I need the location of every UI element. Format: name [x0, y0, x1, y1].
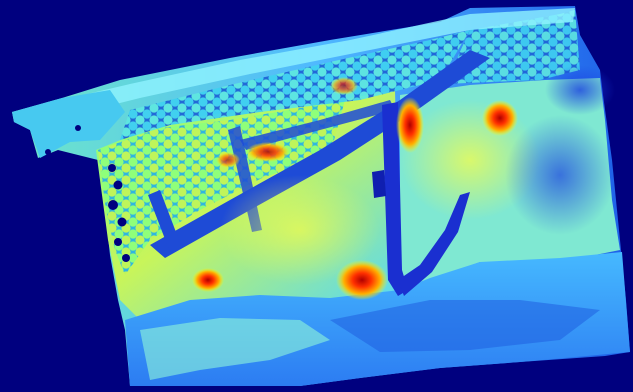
diagonal-beam-upper [240, 100, 395, 150]
pipe-clamp [372, 170, 386, 198]
left-edge-holes [45, 125, 130, 262]
wall-warm-glow [220, 175, 380, 285]
hot-spot-mesh-1 [246, 142, 290, 162]
beam-short [148, 190, 182, 252]
hot-spot-floor-left [192, 268, 224, 292]
right-cool-patch-2 [545, 65, 615, 115]
floor-dark-band [330, 300, 600, 352]
hex-mesh-panel [98, 100, 345, 275]
hot-spot-mesh-3 [330, 77, 358, 95]
floor-light-band [140, 318, 330, 380]
pipe-bend [398, 192, 470, 296]
right-cool-patch [505, 115, 615, 235]
left-overhang [12, 90, 125, 158]
hex-mesh-upper [120, 30, 470, 140]
hot-spot-wall-pipe [396, 97, 424, 153]
roof-edge [40, 8, 575, 118]
hot-spot-mesh-2 [216, 152, 240, 168]
hot-spot-wall-right [482, 100, 518, 136]
vertical-pipe [382, 102, 408, 296]
